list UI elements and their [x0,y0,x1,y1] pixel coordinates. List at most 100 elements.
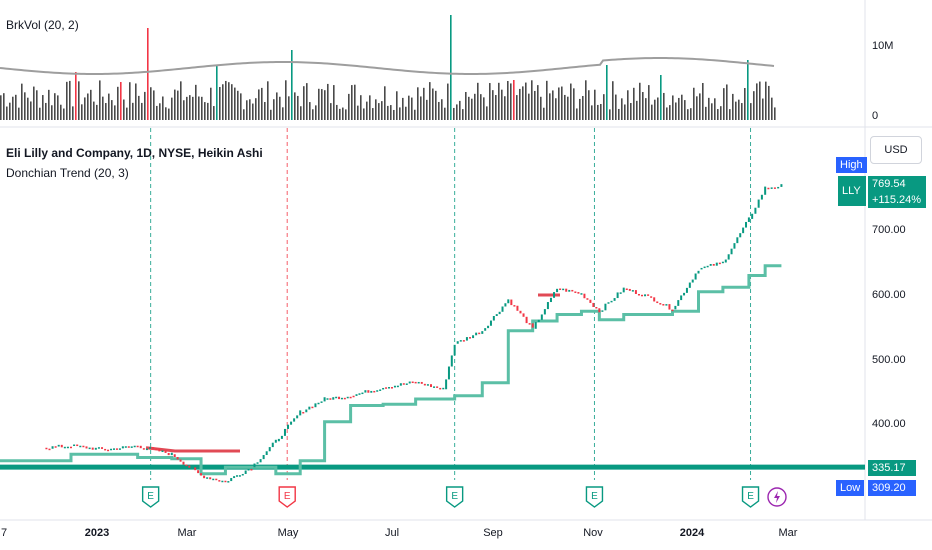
candle [343,397,346,400]
candle [546,302,549,310]
candle [256,462,259,464]
candle [671,309,674,312]
candle [326,398,329,400]
candle [674,305,677,310]
candle [173,454,176,458]
volume-bar [507,80,509,120]
volume-axis-label-zero: 0 [872,110,879,122]
volume-bar [732,93,734,120]
volume-bar [441,99,443,120]
volume-bar [147,28,149,120]
candle [355,394,358,396]
volume-bar [234,87,236,120]
candle [751,213,754,219]
volume-bar [720,106,722,120]
volume-bar [270,109,272,120]
volume-bar [408,95,410,120]
volume-bar [711,103,713,120]
candle [94,447,97,450]
earnings-marker [445,486,464,508]
date-tick-2: Mar [177,527,197,539]
earnings-marker [741,486,760,508]
volume-bar [333,85,335,120]
currency-button[interactable]: USD [870,136,922,164]
volume-bar [756,83,758,120]
volume-bar [477,82,479,120]
candle [332,397,335,400]
candle [484,328,487,331]
candle [510,299,513,306]
volume-bar [111,100,113,120]
volume-bar [519,88,521,120]
volume-bar [249,99,251,120]
volume-bar [516,95,518,120]
volume-bar [360,95,362,120]
volume-bar [276,92,278,120]
candle [700,267,703,270]
volume-bar [354,84,356,120]
volume-bar [513,80,515,120]
candle [439,387,442,390]
candle [393,385,396,388]
volume-bar [0,95,2,120]
volume-bar [567,96,569,120]
candle [607,302,610,304]
volume-bar [279,96,281,120]
candle [107,449,110,452]
volume-bar [381,101,383,120]
candle [465,337,468,341]
volume-bar [60,104,62,120]
volume-bar [318,88,320,120]
candle [556,288,559,293]
volume-bar [615,94,617,120]
volume-bar [57,95,59,120]
volume-indicator-legend[interactable]: BrkVol (20, 2) [6,18,79,32]
price-tick-700: 700.00 [872,224,906,236]
volume-bar [717,109,719,120]
volume-bar [201,96,203,120]
candle [76,444,79,447]
volume-bar [273,99,275,120]
volume-bar [474,93,476,120]
volume-bar [66,81,68,120]
volume-bar [132,102,134,120]
volume-bar [588,90,590,120]
volume-bar [630,103,632,120]
earnings-marker [141,486,160,508]
donchian-indicator-legend[interactable]: Donchian Trend (20, 3) [6,166,129,180]
candle [601,310,604,312]
volume-bar [336,104,338,120]
candle [767,187,770,190]
candle [352,395,355,398]
volume-bar [729,109,731,120]
candle [764,186,767,195]
volume-bar [141,102,143,120]
volume-bar [48,89,50,120]
volume-bar [357,105,359,120]
volume-bar [153,90,155,120]
volume-bar [180,81,182,120]
date-tick-7: 2024 [679,527,705,539]
symbol-tag: LLY [838,176,866,206]
level-price-tag: 335.17 [868,460,916,476]
volume-bar [93,101,95,120]
candle [426,384,429,386]
volume-bar [468,96,470,120]
volume-bar [156,105,158,120]
volume-bar [237,90,239,120]
candle [51,446,54,449]
volume-bar [327,83,329,120]
candle [659,303,662,305]
candle [91,447,94,450]
candle [233,476,236,479]
candle [115,448,118,450]
volume-bar [102,96,104,120]
candle [730,248,733,255]
volume-bar [432,88,434,120]
chart-title-legend[interactable]: Eli Lilly and Company, 1D, NYSE, Heikin … [6,146,263,160]
candle [456,341,459,344]
candle [568,289,571,292]
candle [329,398,332,400]
volume-bar [39,107,41,120]
